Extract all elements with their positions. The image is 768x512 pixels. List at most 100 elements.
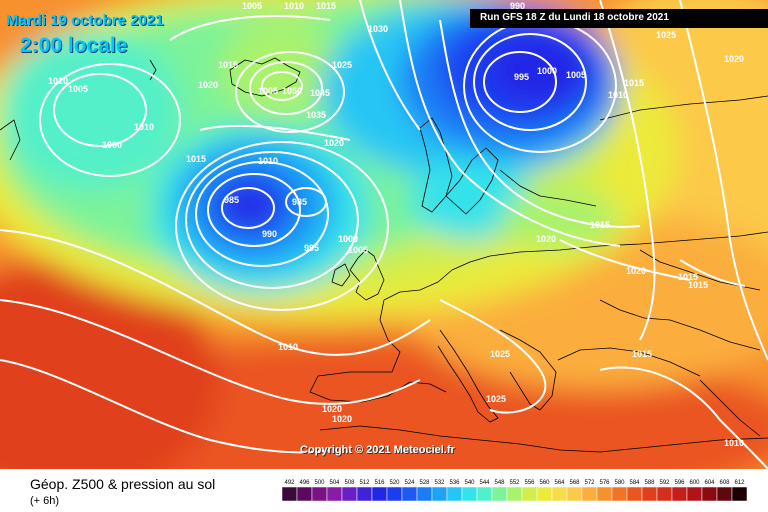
- scale-tick-label: 544: [479, 480, 490, 486]
- scale-tick-label: 536: [449, 480, 460, 486]
- isobar-label: 985: [292, 197, 307, 207]
- forecast-date: Mardi 19 octobre 2021: [6, 12, 164, 29]
- isobar-label: 1015: [632, 349, 652, 359]
- scale-tick-label: 580: [614, 480, 625, 486]
- copyright-notice: Copyright © 2021 Meteociel.fr: [300, 444, 455, 456]
- scale-tick-label: 592: [659, 480, 670, 486]
- scale-tick-label: 508: [344, 480, 355, 486]
- scale-tick-label: 560: [539, 480, 550, 486]
- isobar-label: 1020: [324, 138, 344, 148]
- isobar-label: 1005: [258, 86, 278, 96]
- scale-swatch: [446, 486, 463, 502]
- scale-tick-label: 564: [554, 480, 565, 486]
- scale-swatch: [686, 486, 703, 502]
- scale-tick-label: 504: [329, 480, 340, 486]
- isobar-label: 1020: [724, 54, 744, 64]
- run-info-text: Run GFS 18 Z du Lundi 18 octobre 2021: [480, 12, 669, 23]
- scale-swatch: [386, 486, 403, 502]
- scale-tick-label: 512: [359, 480, 370, 486]
- scale-tick-label: 612: [734, 480, 745, 486]
- geopotential-map: 1005 1010 1015 1030 990 1025 1010 1005 1…: [0, 0, 768, 469]
- scale-tick-label: 604: [704, 480, 715, 486]
- isobar-label: 1000: [338, 234, 358, 244]
- scale-tick-label: 572: [584, 480, 595, 486]
- legend-subtitle: (+ 6h): [30, 495, 60, 507]
- isobar-label: 1015: [688, 280, 708, 290]
- isobar-label: 1005: [566, 70, 586, 80]
- scale-swatch: [671, 486, 688, 502]
- scale-tick-label: 496: [299, 480, 310, 486]
- scale-tick-label: 548: [494, 480, 505, 486]
- isobar-label: 1020: [536, 234, 556, 244]
- scale-swatch: [596, 486, 613, 502]
- z500-color-field: [0, 0, 768, 469]
- isobar-label: 1005: [348, 245, 368, 255]
- isobar-label: 1015: [678, 272, 698, 282]
- scale-tick-label: 568: [569, 480, 580, 486]
- isobar-label: 990: [262, 229, 277, 239]
- isobar-label: 1020: [626, 266, 646, 276]
- scale-tick-label: 608: [719, 480, 730, 486]
- isobar-label: 995: [514, 72, 529, 82]
- isobar-label: 1010: [608, 90, 628, 100]
- scale-tick-label: 520: [389, 480, 400, 486]
- scale-swatch: [491, 486, 508, 502]
- scale-swatch: [296, 486, 313, 502]
- isobar-label: 1005: [242, 1, 262, 11]
- scale-swatch: [566, 486, 583, 502]
- isobar-label: 1010: [724, 438, 744, 448]
- isobar-label: 995: [304, 243, 319, 253]
- scale-swatch: [416, 486, 433, 502]
- isobar-label: 1045: [310, 88, 330, 98]
- isobar-label: 1030: [368, 24, 388, 34]
- scale-swatch: [311, 486, 328, 502]
- isobar-label: 1050: [282, 86, 302, 96]
- run-info-bar: [470, 9, 768, 28]
- scale-tick-label: 556: [524, 480, 535, 486]
- scale-tick-label: 584: [629, 480, 640, 486]
- scale-swatch: [356, 486, 373, 502]
- isobar-label: 985: [224, 195, 239, 205]
- scale-tick-label: 524: [404, 480, 415, 486]
- scale-tick-label: 532: [434, 480, 445, 486]
- scale-tick-label: 528: [419, 480, 430, 486]
- isobar-label: 1015: [186, 154, 206, 164]
- legend-title: Géop. Z500 & pression au sol: [30, 476, 216, 492]
- scale-swatch: [282, 486, 298, 502]
- scale-swatch: [536, 486, 553, 502]
- scale-swatch: [461, 486, 478, 502]
- scale-swatch: [521, 486, 538, 502]
- isobar-labels: 1005 1010 1015 1030 990 1025 1010 1005 1…: [48, 1, 744, 448]
- scale-tick-label: 600: [689, 480, 700, 486]
- scale-swatch: [551, 486, 568, 502]
- isobar-label: 1000: [102, 140, 122, 150]
- isobar-label: 1000: [537, 66, 557, 76]
- scale-swatch: [341, 486, 358, 502]
- scale-swatch: [401, 486, 418, 502]
- scale-swatch: [326, 486, 343, 502]
- isobar-label: 1015: [590, 220, 610, 230]
- scale-swatch: [371, 486, 388, 502]
- scale-tick-label: 492: [284, 480, 295, 486]
- scale-swatch: [476, 486, 493, 502]
- scale-tick-label: 596: [674, 480, 685, 486]
- isobar-label: 1010: [278, 342, 298, 352]
- isobar-label: 990: [510, 1, 525, 11]
- scale-swatch: [716, 486, 733, 502]
- scale-tick-label: 540: [464, 480, 475, 486]
- scale-tick-label: 500: [314, 480, 325, 486]
- scale-tick-label: 576: [599, 480, 610, 486]
- isobar-label: 1025: [656, 30, 676, 40]
- isobar-label: 1025: [486, 394, 506, 404]
- isobar-label: 1010: [48, 76, 68, 86]
- isobar-label: 1010: [284, 1, 304, 11]
- scale-swatch: [731, 486, 748, 502]
- color-scale: 492 496 500 504 508 512 516 520 524 528 532 536 540 5…: [282, 480, 748, 502]
- scale-swatch: [701, 486, 718, 502]
- isobar-label: 1015: [218, 60, 238, 70]
- isobar-label: 1000: [338, 234, 358, 244]
- isobar-label: 1025: [490, 349, 510, 359]
- scale-swatch: [611, 486, 628, 502]
- coastlines: [0, 57, 768, 453]
- isobar-label: 1035: [306, 110, 326, 120]
